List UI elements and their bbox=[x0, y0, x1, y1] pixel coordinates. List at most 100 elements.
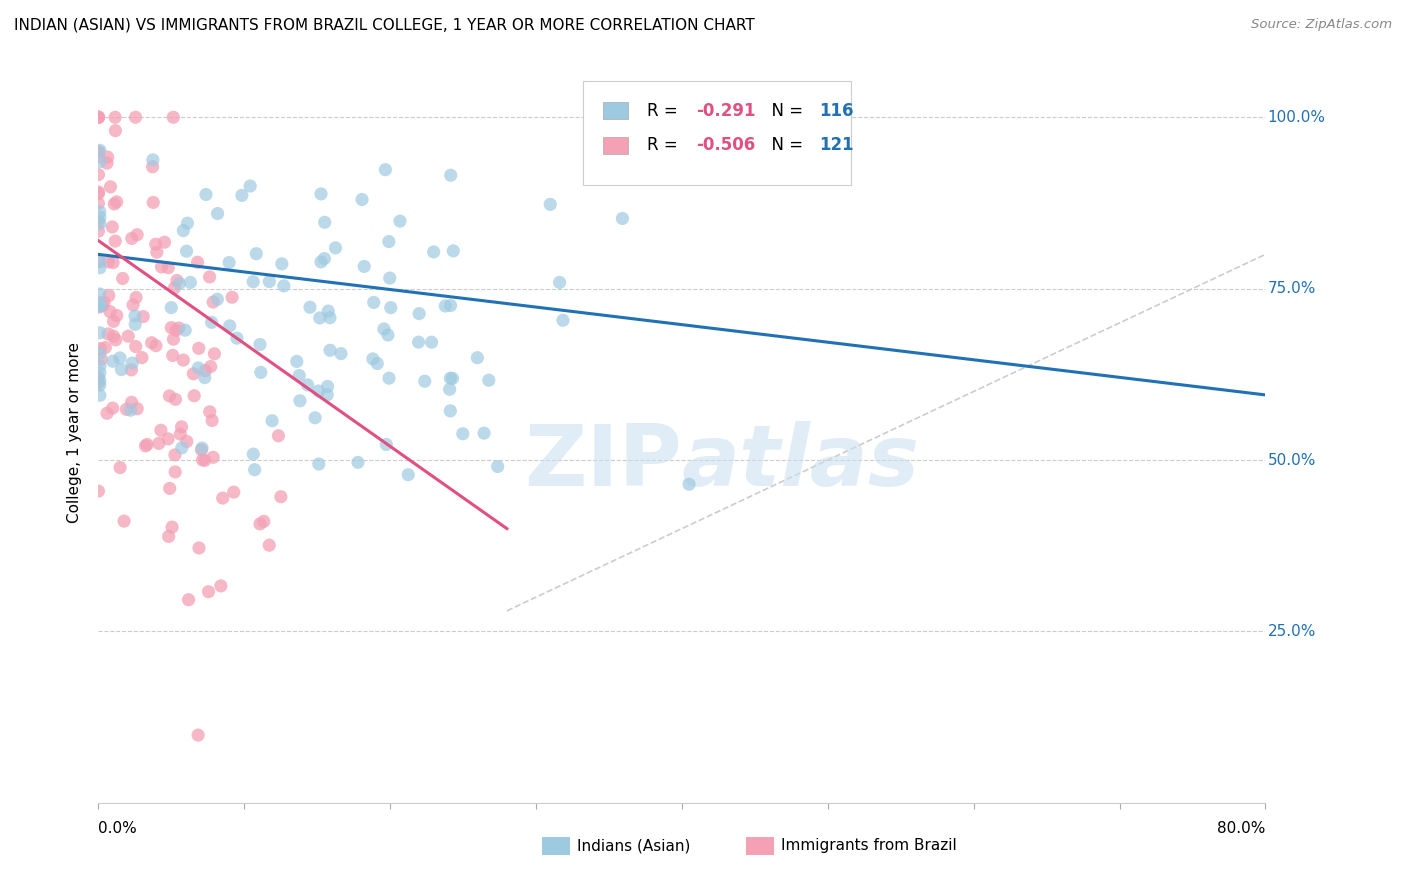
Point bbox=[101, 354, 124, 368]
Point bbox=[87, 214, 110, 228]
Point bbox=[104, 110, 127, 124]
Point bbox=[243, 463, 266, 477]
Point bbox=[122, 298, 145, 312]
Point bbox=[87, 145, 110, 159]
Point bbox=[262, 414, 284, 428]
Point bbox=[111, 271, 134, 285]
Point bbox=[218, 318, 240, 333]
Point bbox=[249, 337, 271, 351]
Point bbox=[148, 436, 170, 450]
Point bbox=[105, 309, 128, 323]
Point bbox=[89, 210, 111, 224]
Point bbox=[89, 326, 111, 340]
Text: N =: N = bbox=[761, 136, 808, 154]
Point bbox=[211, 491, 233, 505]
Point bbox=[207, 206, 229, 220]
Point bbox=[101, 401, 124, 416]
Point bbox=[90, 352, 112, 367]
Point bbox=[97, 288, 120, 302]
Point bbox=[165, 323, 187, 337]
Point bbox=[96, 156, 118, 170]
Point bbox=[96, 406, 118, 420]
Text: Immigrants from Brazil: Immigrants from Brazil bbox=[782, 838, 957, 854]
Text: 80.0%: 80.0% bbox=[1218, 822, 1265, 837]
Point bbox=[89, 217, 111, 231]
Point bbox=[204, 347, 226, 361]
Point bbox=[194, 370, 217, 384]
Point bbox=[112, 514, 135, 528]
Point bbox=[174, 323, 197, 337]
Point bbox=[202, 450, 225, 465]
Point bbox=[273, 278, 295, 293]
Point bbox=[89, 373, 111, 387]
Point bbox=[91, 299, 114, 313]
Point bbox=[259, 275, 281, 289]
Point bbox=[89, 144, 111, 158]
Point bbox=[145, 237, 167, 252]
Point bbox=[209, 579, 232, 593]
Point bbox=[89, 346, 111, 360]
Point bbox=[120, 363, 142, 377]
Point bbox=[124, 110, 146, 124]
FancyBboxPatch shape bbox=[541, 837, 569, 855]
Point bbox=[222, 485, 245, 500]
Point bbox=[439, 404, 461, 418]
Point bbox=[612, 211, 634, 226]
Point bbox=[87, 185, 110, 199]
Point bbox=[207, 293, 229, 307]
Point bbox=[378, 235, 401, 249]
Point bbox=[121, 395, 143, 409]
Point bbox=[434, 299, 457, 313]
Point bbox=[288, 393, 311, 408]
FancyBboxPatch shape bbox=[747, 837, 775, 855]
Point bbox=[104, 333, 127, 347]
Point bbox=[361, 351, 384, 366]
Point bbox=[172, 223, 194, 237]
Point bbox=[308, 384, 330, 398]
Point bbox=[125, 339, 148, 353]
Point bbox=[101, 219, 124, 234]
Point bbox=[439, 298, 461, 312]
Text: -0.291: -0.291 bbox=[696, 102, 755, 120]
Point bbox=[141, 160, 163, 174]
Point bbox=[176, 434, 198, 449]
Point bbox=[314, 252, 336, 266]
Point bbox=[439, 382, 461, 396]
Point bbox=[249, 516, 271, 531]
Point bbox=[100, 179, 122, 194]
Point bbox=[309, 255, 332, 269]
Point bbox=[87, 254, 110, 268]
Point bbox=[380, 301, 402, 315]
Point bbox=[87, 110, 110, 124]
Point bbox=[378, 371, 401, 385]
Point bbox=[87, 145, 110, 159]
Point bbox=[134, 439, 156, 453]
FancyBboxPatch shape bbox=[603, 137, 628, 153]
Point bbox=[249, 365, 271, 379]
Point bbox=[267, 429, 290, 443]
Point bbox=[157, 529, 180, 543]
Point bbox=[201, 315, 224, 329]
Point bbox=[191, 453, 214, 467]
Point bbox=[202, 295, 225, 310]
Point bbox=[408, 307, 430, 321]
Point bbox=[439, 371, 461, 385]
Point bbox=[87, 300, 110, 314]
Point bbox=[98, 304, 121, 318]
Text: 75.0%: 75.0% bbox=[1268, 281, 1316, 296]
Point bbox=[87, 295, 110, 310]
Point bbox=[440, 168, 463, 182]
Point bbox=[160, 301, 183, 315]
Text: INDIAN (ASIAN) VS IMMIGRANTS FROM BRAZIL COLLEGE, 1 YEAR OR MORE CORRELATION CHA: INDIAN (ASIAN) VS IMMIGRANTS FROM BRAZIL… bbox=[14, 18, 755, 33]
Point bbox=[309, 186, 332, 201]
Point bbox=[157, 260, 180, 275]
Point bbox=[103, 197, 125, 211]
Point bbox=[183, 367, 205, 381]
Point bbox=[104, 234, 127, 248]
Text: 50.0%: 50.0% bbox=[1268, 452, 1316, 467]
Point bbox=[149, 423, 172, 437]
Point bbox=[89, 299, 111, 313]
Point bbox=[308, 457, 330, 471]
Point bbox=[87, 196, 110, 211]
Point bbox=[194, 364, 217, 378]
